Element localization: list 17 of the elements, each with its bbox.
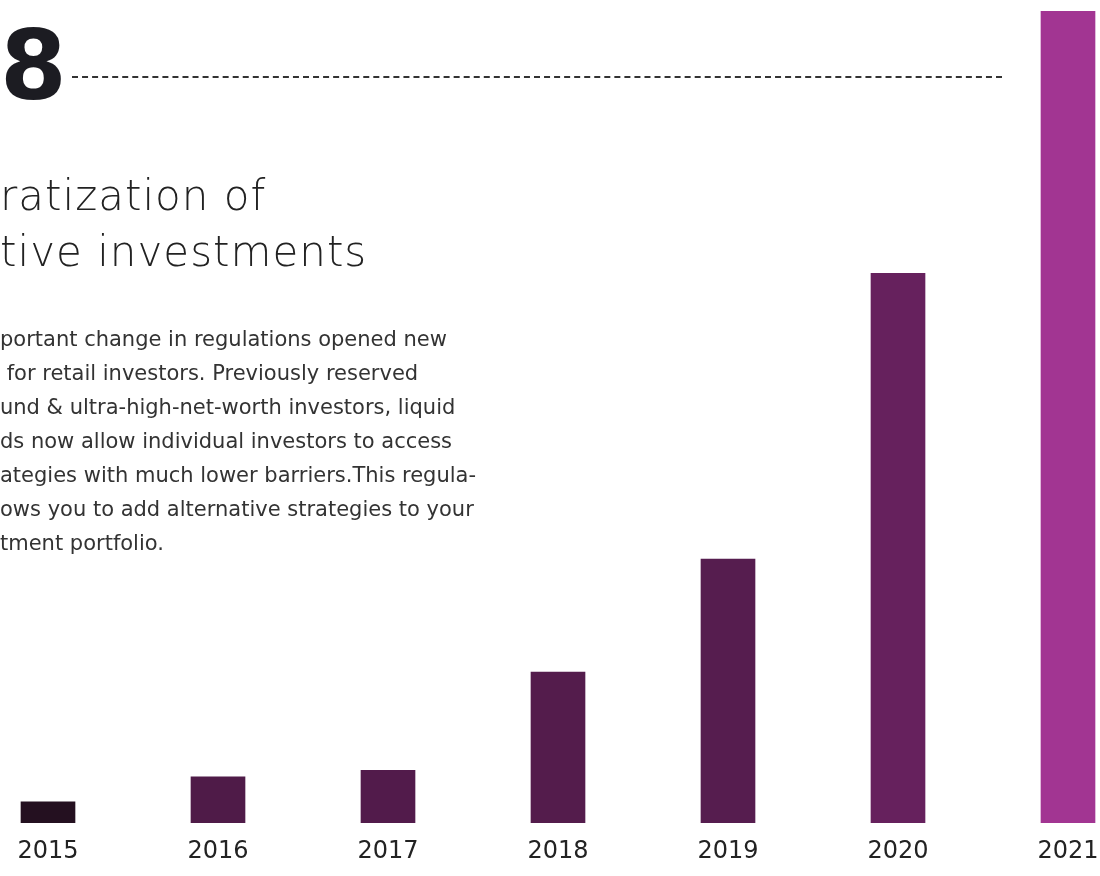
annotation: portant change in regulations opened new for retail investors. Previously reserved und & ultra-high-net-worth investors, liquid ds now allow individual investors to access ategies with much lower barriers.This regula- ows you to add alternative strategies to your tment portfolio. [0, 326, 477, 557]
bar [700, 558, 756, 823]
bar [360, 769, 416, 823]
bar [190, 776, 246, 823]
x-tick-label: 2017 [357, 835, 419, 864]
x-tick-label: 2016 [187, 835, 249, 864]
x-tick-label: 2021 [1037, 835, 1099, 864]
x-tick-label: 2018 [527, 835, 589, 864]
bar [530, 671, 586, 823]
bar [870, 272, 926, 823]
x-tick-label: 2015 [17, 835, 79, 864]
x-tick-label: 2019 [697, 835, 759, 864]
text: ratization of tive investments [0, 170, 368, 278]
chart-title: 8 [0, 10, 67, 122]
bar [1040, 11, 1096, 823]
x-tick-label: 2020 [867, 835, 929, 864]
bar [20, 801, 76, 823]
